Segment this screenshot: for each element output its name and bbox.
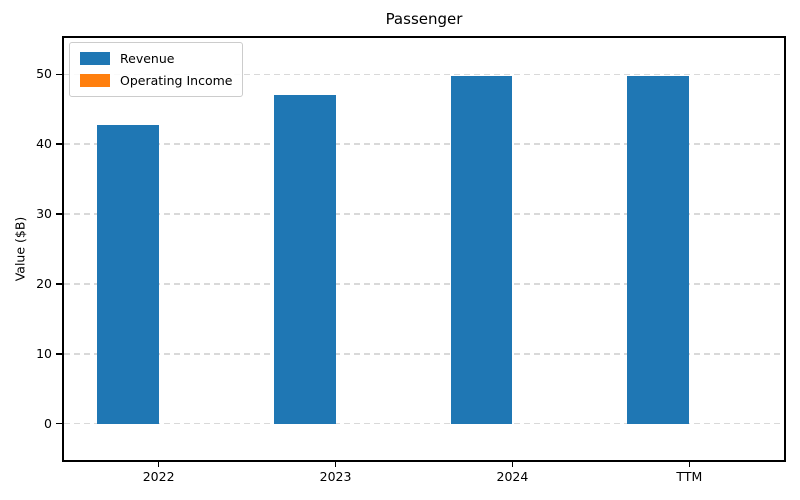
gridline [64, 353, 784, 355]
gridline [64, 283, 784, 285]
x-tick-mark [334, 462, 337, 467]
y-tick-mark [56, 213, 62, 215]
y-tick-mark [56, 283, 62, 285]
y-tick-label: 0 [44, 415, 52, 431]
gridline [64, 143, 784, 145]
x-tick-mark [511, 462, 514, 467]
x-tick-mark [688, 462, 691, 467]
chart-title: Passenger [385, 10, 463, 28]
gridline [64, 73, 784, 76]
x-tick-label: 2023 [319, 469, 352, 484]
y-tick-label: 20 [36, 275, 52, 291]
y-tick-mark [56, 422, 62, 425]
legend-label-operating-income: Operating Income [120, 73, 233, 88]
gridline-layer [64, 38, 784, 460]
x-tick-label: 2024 [496, 469, 529, 484]
y-axis-label: Value ($B) [12, 216, 28, 282]
bar-revenue-ttm [627, 75, 690, 424]
y-tick-label: 50 [36, 66, 52, 82]
y-tick-mark [56, 143, 62, 145]
x-tick-mark [157, 462, 160, 467]
legend-label-revenue: Revenue [120, 51, 175, 66]
x-tick-label: TTM [676, 469, 703, 484]
bar-revenue-2023 [273, 95, 336, 424]
y-tick-mark [56, 73, 62, 76]
legend-swatch-revenue [80, 52, 110, 65]
bar-layer [64, 38, 784, 460]
legend-entry-operating-income: Operating Income [80, 73, 232, 88]
legend: Revenue Operating Income [69, 42, 244, 97]
y-tick-mark [56, 353, 62, 355]
gridline [64, 422, 784, 425]
x-tick-label: 2022 [142, 469, 175, 484]
y-tick-label: 10 [36, 345, 52, 361]
bar-revenue-2022 [96, 125, 159, 424]
legend-entry-revenue: Revenue [80, 51, 232, 66]
gridline [64, 213, 784, 215]
y-tick-label: 40 [36, 136, 52, 152]
plot-area: Revenue Operating Income [62, 36, 786, 462]
bar-revenue-2024 [450, 76, 513, 424]
legend-swatch-operating-income [80, 74, 110, 87]
y-tick-label: 30 [36, 206, 52, 222]
